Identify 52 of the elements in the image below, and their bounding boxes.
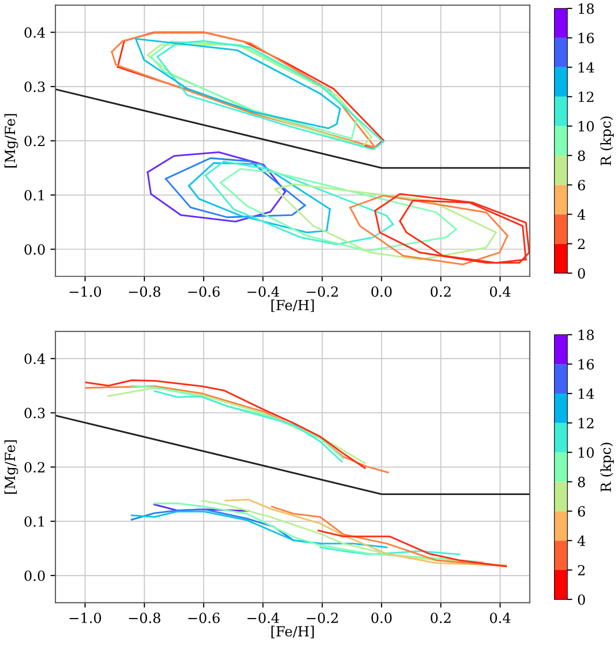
- color-bar-title: R (kpc): [600, 116, 614, 166]
- x-tick-label: −1.0: [70, 612, 102, 624]
- color-bar-label: 4: [577, 536, 586, 546]
- color-bar-label: 10: [578, 121, 594, 132]
- color-bar-label: 2: [578, 564, 585, 576]
- x-tick-label: 0.0: [371, 286, 392, 297]
- color-bar-label: 6: [578, 506, 586, 517]
- color-bar-label: 0: [578, 594, 585, 605]
- y-tick-label: 0.4: [24, 354, 46, 364]
- y-tick-label: 0.1: [24, 516, 44, 527]
- y-axis-title: [Mg/Fe]: [4, 440, 18, 494]
- y-tick-label: 0.2: [24, 462, 44, 473]
- y-tick-label: 0.0: [24, 570, 45, 581]
- x-tick-label: −1.0: [70, 286, 102, 297]
- color-bar-label: 14: [578, 62, 594, 73]
- x-axis-title: [Fe/H]: [271, 300, 314, 312]
- color-bar-title: R (kpc): [600, 442, 614, 492]
- y-axis-title: [Mg/Fe]: [4, 114, 18, 168]
- x-tick-label: 0.0: [371, 612, 392, 624]
- color-bar-label: 16: [578, 359, 594, 370]
- x-tick-label: −0.8: [128, 612, 160, 624]
- y-tick-label: 0.3: [24, 82, 45, 92]
- y-tick-label: 0.1: [24, 190, 44, 200]
- y-tick-label: 0.3: [24, 408, 45, 418]
- x-tick-label: 0.2: [430, 612, 451, 624]
- x-tick-label: −0.8: [128, 286, 160, 297]
- color-bar-label: 18: [578, 3, 594, 14]
- color-bar-label: 12: [578, 92, 594, 102]
- y-tick-label: 0.0: [24, 244, 45, 255]
- color-bar-label: 10: [578, 447, 594, 458]
- x-tick-label: 0.4: [490, 286, 510, 297]
- color-bar-label: 0: [578, 268, 585, 279]
- color-bar-label: 14: [578, 388, 594, 399]
- y-tick-label: 0.2: [24, 136, 44, 146]
- color-bar-label: 8: [578, 150, 585, 161]
- color-bar-label: 12: [578, 418, 594, 428]
- color-bar-label: 18: [578, 330, 594, 340]
- y-tick-label: 0.4: [24, 27, 46, 38]
- color-bar-label: 8: [578, 476, 585, 488]
- x-tick-label: −0.6: [188, 286, 220, 297]
- color-bar-label: 2: [578, 238, 585, 249]
- color-bar-label: 4: [577, 209, 586, 220]
- x-tick-label: −0.4: [248, 286, 280, 297]
- x-tick-label: −0.2: [306, 286, 338, 297]
- x-axis-title: [Fe/H]: [271, 626, 314, 638]
- color-bar-label: 16: [578, 32, 594, 44]
- x-tick-label: −0.4: [248, 612, 280, 624]
- color-bar-label: 6: [578, 180, 586, 190]
- x-tick-label: 0.4: [490, 612, 510, 624]
- x-tick-label: 0.2: [430, 286, 451, 297]
- x-tick-label: −0.2: [306, 612, 338, 624]
- x-tick-label: −0.6: [188, 612, 220, 624]
